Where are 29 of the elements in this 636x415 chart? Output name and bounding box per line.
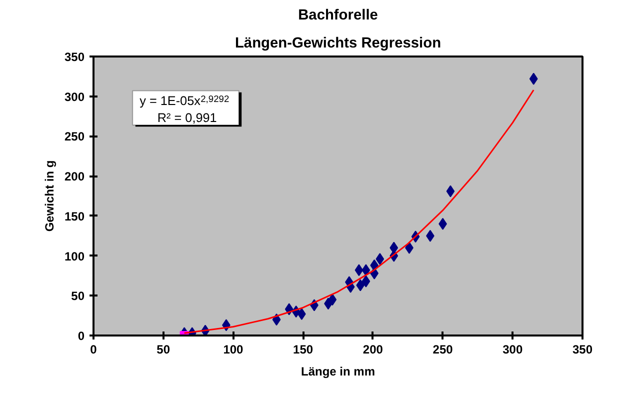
point [328,294,337,306]
point [362,264,370,276]
point [376,252,384,265]
y-tick-label: 300 [64,90,85,104]
point [354,264,364,276]
y-tick-label: 350 [64,50,85,64]
chart-subtitle: Längen-Gewichts Regression [234,36,442,52]
point [356,279,365,292]
chart-title: Bachforelle [298,8,378,24]
y-tick-label: 50 [71,289,85,304]
y-tick-label: 0 [78,329,85,343]
y-tick-label: 250 [64,130,85,144]
x-tick-label: 250 [432,342,454,356]
point [446,185,455,198]
x-tick-label: 200 [362,342,384,356]
x-tick-label: 150 [293,342,314,356]
point [529,72,538,85]
annotation: R² = 0,991 [157,110,217,125]
y-axis-title: Gewicht in g [42,160,56,232]
y-tick-label: 200 [64,170,85,184]
x-tick-label: 300 [502,342,523,356]
point [362,275,370,288]
x-tick-label: 0 [90,342,98,356]
x-tick-label: 100 [223,342,244,356]
x-tick-label: 350 [572,342,593,356]
x-axis-title: Länge in mm [300,364,376,378]
y-tick-label: 100 [64,249,85,264]
y-tick-label: 150 [64,209,85,224]
x-tick-label: 50 [156,342,170,356]
